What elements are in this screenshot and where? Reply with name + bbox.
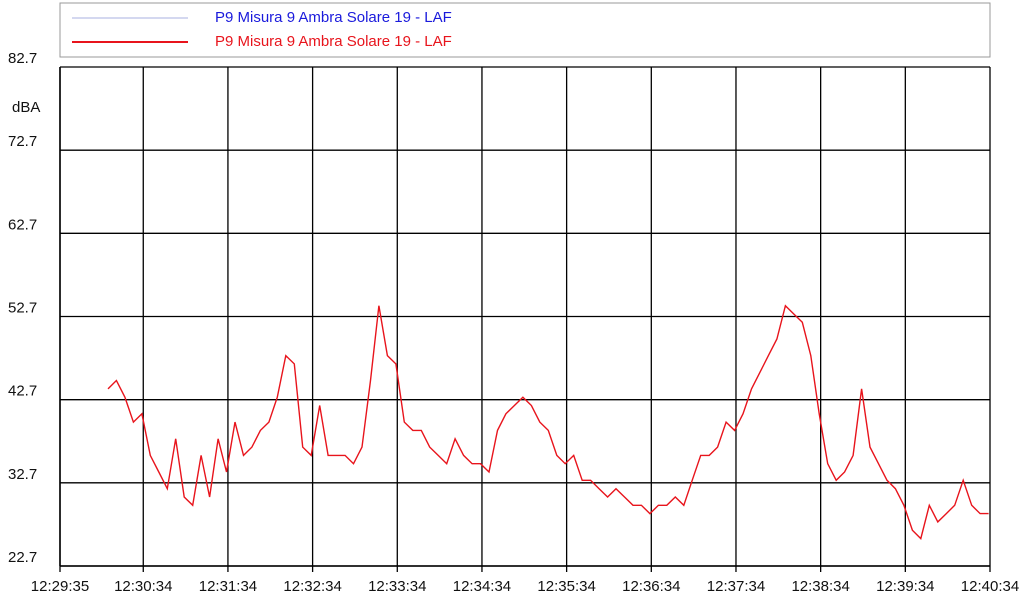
y-tick-label: 72.7 [8, 133, 37, 150]
legend-box [59, 2, 991, 58]
x-tick-label: 12:31:34 [199, 578, 257, 595]
x-tick-label: 12:39:34 [876, 578, 934, 595]
y-axis-label: dBA [12, 99, 40, 116]
x-tick-label: 12:32:34 [283, 578, 341, 595]
x-tick-label: 12:34:34 [453, 578, 511, 595]
y-tick-label: 52.7 [8, 299, 37, 316]
y-tick-label: 82.7 [8, 50, 37, 67]
x-tick-label: 12:38:34 [791, 578, 849, 595]
x-tick-label: 12:30:34 [114, 578, 172, 595]
x-tick-label: 12:40:34 [961, 578, 1019, 595]
x-tick-label: 12:35:34 [537, 578, 595, 595]
y-tick-label: 42.7 [8, 383, 37, 400]
y-tick-label: 22.7 [8, 549, 37, 566]
legend-label: P9 Misura 9 Ambra Solare 19 - LAF [215, 33, 452, 50]
y-tick-label: 62.7 [8, 216, 37, 233]
legend-label: P9 Misura 9 Ambra Solare 19 - LAF [215, 9, 452, 26]
x-tick-label: 12:33:34 [368, 578, 426, 595]
data-line [107, 304, 989, 540]
y-tick-label: 32.7 [8, 466, 37, 483]
x-tick-label: 12:37:34 [707, 578, 765, 595]
x-tick-label: 12:29:35 [31, 578, 89, 595]
x-tick-label: 12:36:34 [622, 578, 680, 595]
